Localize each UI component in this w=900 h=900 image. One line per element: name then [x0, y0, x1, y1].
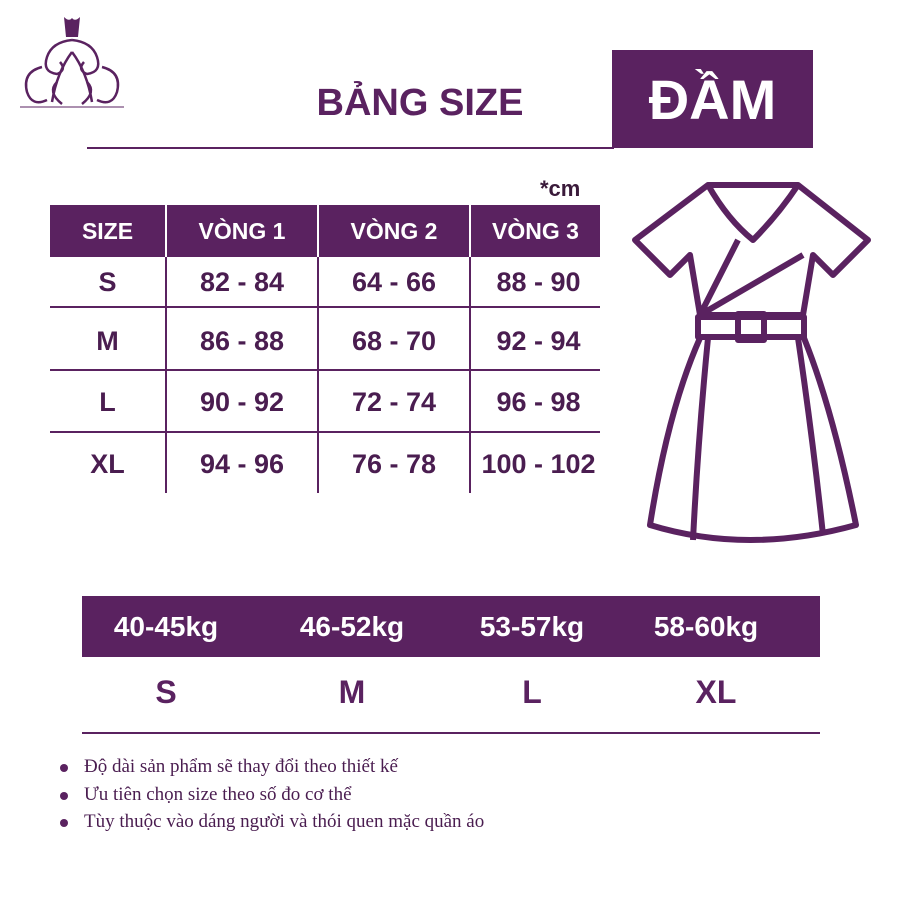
- weight-m: 46-52kg: [299, 610, 405, 642]
- size-cell: M: [96, 325, 119, 356]
- weight-s: 40-45kg: [113, 610, 219, 642]
- note-text: Ưu tiên chọn size theo số đo cơ thể: [84, 784, 352, 805]
- page-title: BẢNG SIZE: [316, 82, 524, 124]
- row-divider: [50, 431, 600, 433]
- bullet-icon: [60, 763, 68, 772]
- column-divider: [317, 257, 319, 493]
- measurement-cell: 92 - 94: [496, 325, 581, 356]
- note-item: Độ dài sản phẩm sẽ thay đổi theo thiết k…: [60, 756, 398, 778]
- ornate-dress-logo-icon: [20, 17, 124, 108]
- bullet-icon: [60, 791, 68, 800]
- note-text: Tùy thuộc vào dáng người và thói quen mặ…: [84, 811, 485, 832]
- size-cell: S: [98, 266, 117, 297]
- column-divider: [469, 257, 471, 493]
- weight-size-l: L: [522, 674, 542, 710]
- weight-header-bar: [82, 596, 820, 657]
- weight-size-m: M: [338, 674, 366, 710]
- table-header-vong1: VÒNG 1: [167, 205, 317, 257]
- measurement-cell: 72 - 74: [351, 386, 437, 417]
- measurement-cell: 86 - 88: [199, 325, 285, 356]
- weight-size-xl: XL: [695, 674, 737, 710]
- note-item: Ưu tiên chọn size theo số đo cơ thể: [60, 784, 352, 806]
- category-label: ĐẦM: [612, 50, 813, 148]
- weight-l: 53-57kg: [479, 610, 585, 642]
- note-text: Độ dài sản phẩm sẽ thay đổi theo thiết k…: [84, 756, 398, 777]
- weight-table-divider: [82, 732, 820, 734]
- row-divider: [50, 306, 600, 308]
- size-cell: L: [99, 386, 116, 417]
- row-divider: [50, 369, 600, 371]
- measurement-cell: 88 - 90: [496, 266, 581, 297]
- weight-size-s: S: [155, 674, 177, 710]
- note-item: Tùy thuộc vào dáng người và thói quen mặ…: [60, 811, 484, 833]
- table-header-vong3: VÒNG 3: [471, 205, 600, 257]
- measurement-cell: 94 - 96: [199, 448, 285, 479]
- measurement-cell: 76 - 78: [351, 448, 437, 479]
- measurement-cell: 68 - 70: [351, 325, 437, 356]
- column-divider: [165, 257, 167, 493]
- measurement-cell: 82 - 84: [199, 266, 285, 297]
- measurement-cell: 64 - 66: [351, 266, 437, 297]
- measurement-cell: 100 - 102: [481, 448, 596, 479]
- unit-label: *cm: [540, 176, 581, 201]
- title-divider: [87, 147, 614, 149]
- measurement-cell: 96 - 98: [496, 386, 581, 417]
- table-header-vong2: VÒNG 2: [319, 205, 469, 257]
- size-cell: XL: [90, 448, 125, 479]
- weight-xl: 58-60kg: [653, 610, 759, 642]
- measurement-cell: 90 - 92: [199, 386, 285, 417]
- dress-outline-icon: [632, 182, 871, 543]
- table-header-size: SIZE: [50, 205, 165, 257]
- bullet-icon: [60, 818, 68, 827]
